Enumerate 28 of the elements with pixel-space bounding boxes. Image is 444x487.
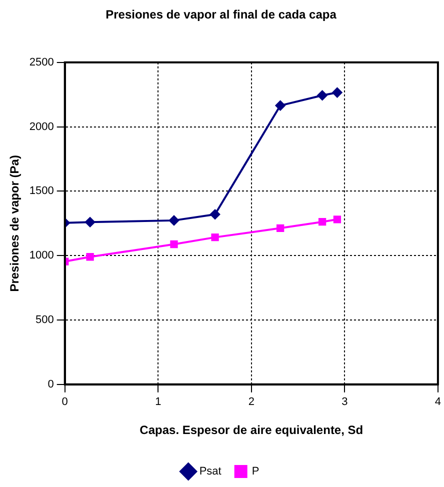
point [317, 90, 328, 100]
point [333, 216, 342, 224]
point [276, 224, 284, 232]
point [332, 88, 342, 98]
x-tick-label: 0 [62, 396, 68, 408]
y-axis-title: Presiones de vapor (Pa) [8, 155, 22, 292]
x-tick-label: 2 [248, 396, 254, 408]
y-tick-label: 2500 [29, 56, 54, 68]
y-tick-label: 0 [48, 378, 54, 390]
x-tick-label: 4 [434, 396, 442, 408]
legend-label: P [252, 466, 260, 478]
chart-title: Presiones de vapor al final de cada capa [106, 8, 337, 22]
point [211, 233, 219, 242]
x-axis-title: Capas. Espesor de aire equivalente, Sd [140, 423, 364, 438]
point [168, 215, 179, 226]
point [210, 209, 220, 220]
point [275, 100, 286, 111]
y-tick-label: 2000 [29, 120, 54, 133]
x-tick-label: 3 [342, 396, 348, 408]
y-tick-label: 1500 [29, 185, 54, 198]
y-tick-label: 1000 [29, 250, 54, 262]
point [86, 253, 94, 261]
legend-label: Psat [199, 466, 222, 478]
x-tick-label: 1 [155, 396, 162, 408]
point [318, 218, 326, 226]
point [85, 217, 96, 228]
y-tick-label: 500 [36, 314, 54, 326]
point [170, 240, 178, 248]
